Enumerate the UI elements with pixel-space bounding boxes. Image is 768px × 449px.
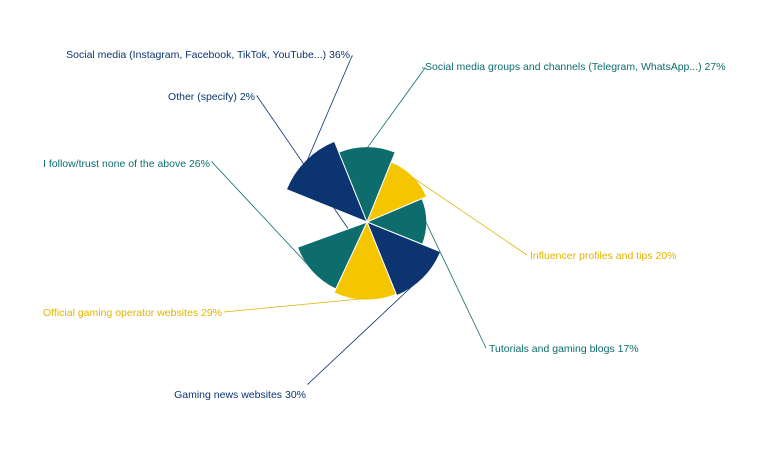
- leader-line-4: [425, 221, 487, 349]
- data-label-4: Tutorials and gaming blogs 17%: [489, 343, 639, 355]
- slice-2: [338, 146, 396, 224]
- leader-lines: [211, 55, 528, 385]
- leader-line-1: [306, 55, 353, 162]
- leader-line-6: [223, 298, 366, 313]
- data-label-6: Official gaming operator websites 29%: [43, 307, 222, 319]
- chart-slices: [285, 140, 442, 301]
- data-label-5: Gaming news websites 30%: [174, 389, 306, 401]
- slice-5: [366, 221, 442, 297]
- data-label-2: Social media groups and channels (Telegr…: [425, 61, 726, 73]
- data-label-1: Social media (Instagram, Facebook, TikTo…: [66, 49, 350, 61]
- data-labels: Social media (Instagram, Facebook, TikTo…: [43, 49, 726, 401]
- slice-7: [296, 221, 368, 290]
- data-label-3: Influencer profiles and tips 20%: [530, 250, 677, 262]
- leader-line-7: [211, 161, 314, 272]
- leader-line-5: [306, 276, 423, 385]
- leader-line-8: [256, 95, 349, 229]
- leader-line-2: [366, 67, 426, 149]
- slice-6: [333, 220, 397, 301]
- data-label-8: Other (specify) 2%: [168, 91, 255, 103]
- leader-line-3: [411, 176, 528, 256]
- data-label-7: I follow/trust none of the above 26%: [43, 158, 210, 170]
